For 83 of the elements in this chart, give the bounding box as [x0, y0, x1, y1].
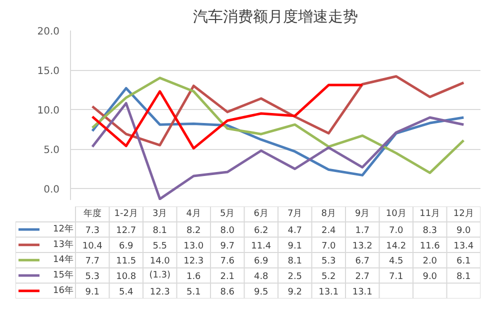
data-label: 11.5	[116, 256, 136, 267]
data-label: 7.6	[220, 256, 235, 267]
data-label: 11.4	[251, 241, 272, 252]
data-label: 5.1	[186, 287, 201, 298]
data-label: 4.7	[288, 226, 302, 236]
y-tick-label: 0.0	[44, 184, 60, 196]
x-tick-label: 12月	[453, 209, 474, 220]
y-tick-label: 5.0	[44, 145, 60, 156]
data-label: 9.1	[85, 287, 100, 298]
data-label: 5.3	[321, 256, 336, 267]
data-label: 2.1	[220, 272, 235, 282]
data-label: 2.4	[321, 226, 336, 236]
data-label: 5.2	[321, 272, 336, 282]
data-label: 6.2	[254, 226, 268, 236]
data-label: 4.8	[254, 272, 269, 282]
data-label: 7.3	[85, 226, 100, 236]
data-label: 8.0	[220, 226, 235, 236]
legend-label: 13年	[53, 238, 74, 250]
data-label: 14.0	[150, 256, 170, 267]
x-tick-label: 8月	[321, 209, 336, 220]
data-label: 5.3	[85, 272, 100, 282]
data-label: 10.8	[116, 272, 136, 282]
data-label: 8.1	[456, 272, 471, 282]
data-label: 14.2	[386, 241, 406, 252]
data-label: 5.4	[118, 287, 134, 298]
data-label: 8.3	[422, 226, 438, 236]
x-tick-label: 7月	[288, 209, 302, 220]
data-label: 11.6	[420, 241, 440, 252]
y-tick-label: 10.0	[37, 106, 60, 117]
legend-label: 15年	[53, 270, 74, 280]
data-label: 13.0	[184, 241, 204, 252]
data-label: 12.7	[116, 226, 136, 236]
data-label: 2.7	[355, 272, 370, 282]
data-label: 6.9	[254, 256, 269, 267]
x-tick-label: 4月	[186, 209, 201, 220]
data-label: 9.2	[288, 287, 302, 298]
data-label: 9.0	[456, 226, 472, 236]
chart-title: 汽车消费额月度增速走势	[193, 8, 358, 26]
data-label: 9.7	[220, 241, 235, 252]
data-label: 9.0	[422, 272, 438, 282]
data-label: 13.2	[352, 241, 372, 252]
data-label: 7.1	[388, 272, 404, 282]
data-label: 12.3	[150, 287, 170, 298]
x-tick-label: 10月	[386, 209, 406, 220]
data-label: 1.6	[186, 272, 202, 282]
data-label: 4.5	[388, 256, 404, 267]
line-series	[91, 102, 465, 200]
data-label: 13.1	[318, 287, 339, 298]
x-tick-label: 5月	[220, 209, 235, 220]
data-label: 7.7	[85, 256, 100, 267]
x-tick-label: 年度	[83, 208, 102, 220]
data-label: 13.1	[352, 287, 372, 298]
data-label: 8.6	[220, 287, 235, 298]
x-tick-label: 3月	[152, 209, 168, 220]
data-label: 1.7	[355, 226, 370, 236]
data-label: 2.5	[288, 272, 302, 282]
data-label: 2.0	[422, 256, 438, 267]
data-label: 8.1	[288, 256, 302, 267]
legend-label: 16年	[53, 284, 74, 296]
data-label: 6.9	[118, 241, 134, 252]
y-tick-label: 20.0	[37, 26, 60, 38]
data-label: 8.1	[152, 226, 168, 236]
data-label: 7.0	[321, 241, 336, 252]
data-label: (1.3)	[149, 270, 171, 280]
data-label: 5.5	[152, 241, 168, 252]
data-label: 10.4	[82, 241, 103, 252]
x-tick-label: 11月	[420, 209, 440, 220]
data-label: 13.4	[454, 241, 474, 252]
data-label: 7.0	[388, 226, 404, 236]
data-label: 12.3	[184, 256, 204, 267]
x-tick-label: 1-2月	[114, 209, 138, 220]
legend-label: 14年	[53, 254, 74, 266]
line-series	[91, 84, 364, 150]
data-label: 6.1	[456, 256, 471, 267]
data-label: 6.7	[355, 256, 370, 267]
legend-label: 12年	[53, 224, 74, 234]
data-label: 9.5	[254, 287, 268, 298]
x-tick-label: 9月	[355, 209, 370, 220]
line-series	[91, 75, 465, 146]
data-label: 8.2	[186, 226, 201, 236]
x-tick-label: 6月	[254, 209, 268, 220]
data-label: 9.1	[288, 241, 302, 252]
y-tick-label: 15.0	[37, 66, 60, 78]
